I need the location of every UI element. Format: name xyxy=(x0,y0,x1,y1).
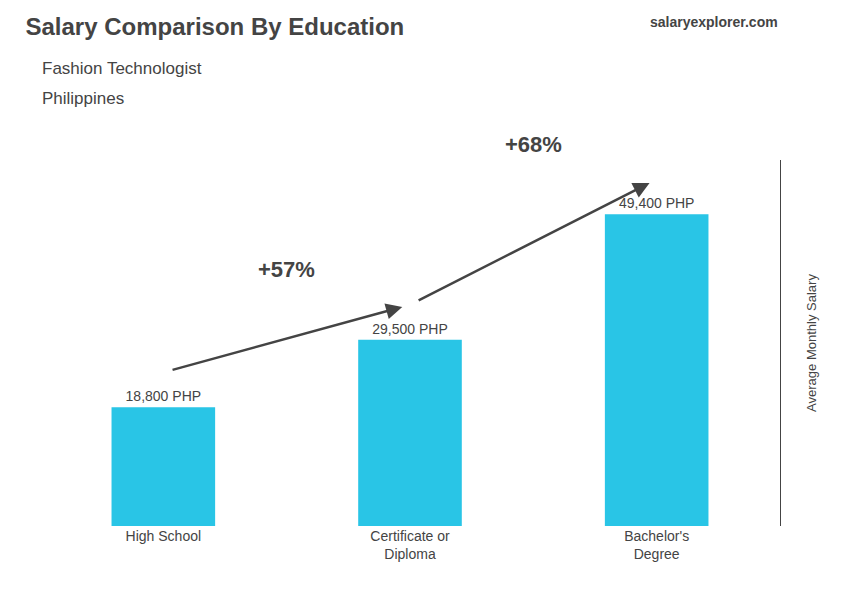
svg-text:+57%: +57% xyxy=(258,257,315,282)
svg-text:29,500 PHP: 29,500 PHP xyxy=(372,321,448,337)
svg-text:+68%: +68% xyxy=(505,132,562,157)
svg-text:Fashion Technologist: Fashion Technologist xyxy=(42,59,202,78)
svg-text:High School: High School xyxy=(126,528,202,544)
svg-text:Salary Comparison By Education: Salary Comparison By Education xyxy=(26,13,405,40)
svg-text:49,400 PHP: 49,400 PHP xyxy=(619,195,695,211)
svg-text:salaryexplorer.com: salaryexplorer.com xyxy=(650,14,778,30)
svg-text:Philippines: Philippines xyxy=(42,89,124,108)
svg-text:18,800 PHP: 18,800 PHP xyxy=(126,388,202,404)
svg-text:Average Monthly Salary: Average Monthly Salary xyxy=(804,274,819,412)
svg-text:Certificate orDiploma: Certificate orDiploma xyxy=(370,528,450,562)
svg-text:Bachelor'sDegree: Bachelor'sDegree xyxy=(624,528,689,562)
